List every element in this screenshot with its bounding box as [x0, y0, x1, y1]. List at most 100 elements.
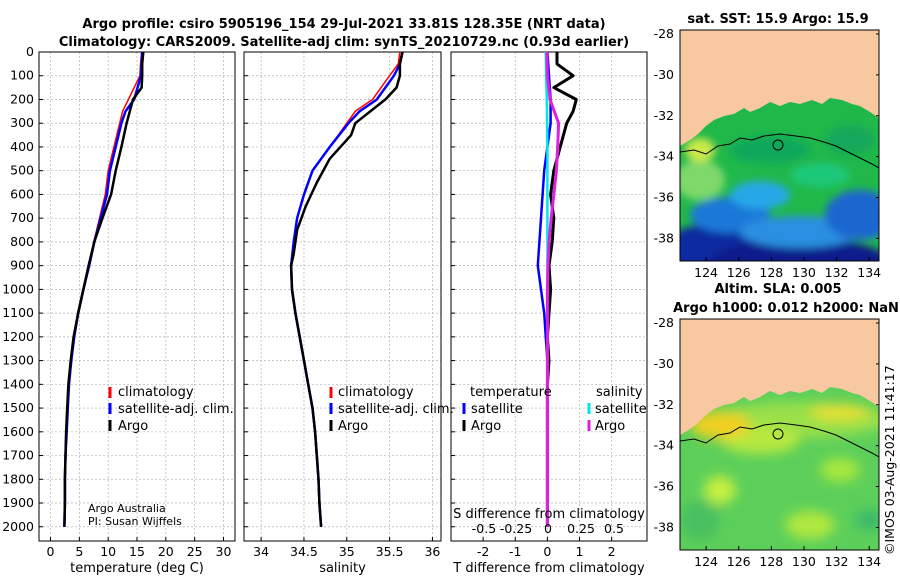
temperature-legend: climatology satellite-adj. clim. Argo — [108, 385, 234, 434]
sla-map — [680, 319, 879, 550]
x-tick-label: 0 — [543, 544, 551, 559]
difference-legend: temperature salinity satellite Argo sate… — [462, 385, 647, 434]
depth-tick-label: 1800 — [2, 471, 34, 486]
depth-tick-label: 1900 — [2, 495, 34, 510]
sal-argo-diff-line — [545, 51, 561, 527]
x-tick-label: 15 — [129, 544, 145, 559]
s-difference-axis-label: S difference from climatology — [453, 507, 645, 522]
lon-tick-label: 134 — [857, 554, 881, 569]
lat-tick-label: -38 — [654, 230, 674, 245]
depth-tick-label: 1200 — [2, 329, 34, 344]
sal-legend-argo-label: Argo — [338, 419, 368, 434]
sal-legend-climatology-label: climatology — [338, 385, 414, 400]
difference-panel: -2 -1 0 1 2 T difference from climatology — [450, 51, 648, 576]
x-tick-label: 0 — [47, 544, 55, 559]
lon-tick-label: 126 — [727, 265, 751, 280]
depth-tick-label: 100 — [10, 68, 34, 83]
lon-tick-label: 124 — [694, 265, 718, 280]
depth-tick-label: 900 — [10, 258, 34, 273]
depth-tick-label: 1500 — [2, 400, 34, 415]
lat-tick-label: -32 — [654, 108, 674, 123]
legend-climatology-label: climatology — [118, 385, 194, 400]
lon-tick-label: 134 — [857, 265, 881, 280]
imos-timestamp: ©IMOS 03-Aug-2021 11:41:17 — [882, 365, 897, 555]
depth-tick-label: 800 — [10, 234, 34, 249]
plot-frame — [450, 51, 648, 542]
depth-tick-label: 0 — [26, 44, 34, 59]
diff-legend-temp-satellite-label: satellite — [471, 402, 523, 417]
sla-float-marker — [772, 428, 784, 440]
x-tick-label: 1 — [576, 544, 584, 559]
depth-tick-label: 600 — [10, 186, 34, 201]
sla-map-frame — [679, 318, 880, 551]
s-difference-ticks: -0.5 -0.25 0 0.25 0.5 — [472, 521, 624, 536]
x-tick-label: 35 — [339, 544, 355, 559]
lon-tick-label: 130 — [792, 554, 816, 569]
x-tick-label: 35.5 — [376, 544, 404, 559]
plot-frame — [243, 51, 442, 542]
lat-tick-label: -36 — [654, 479, 674, 494]
x-tick-label: 36 — [424, 544, 440, 559]
credit-line1: Argo Australia — [88, 502, 166, 515]
credit-line2: PI: Susan Wijffels — [88, 515, 182, 528]
map-axis-labels: -28 -30 -32 -34 -36 -38 124 126 128 130 132 134 -28 -… — [654, 26, 882, 569]
x-tick-label: 20 — [158, 544, 174, 559]
diff-legend-temperature-heading: temperature — [470, 385, 552, 400]
x-axis-label: salinity — [319, 561, 366, 576]
sst-float-marker — [772, 139, 784, 151]
legend-argo-label: Argo — [118, 419, 148, 434]
lat-tick-label: -34 — [654, 149, 674, 164]
sst-contour — [680, 133, 879, 169]
x-tick-label: 34.5 — [290, 544, 318, 559]
depth-tick-label: 1400 — [2, 376, 34, 391]
s-tick: 0.5 — [604, 521, 624, 536]
temperature-panel: 0 5 10 15 20 25 30 temperature (deg C) — [38, 51, 236, 576]
diff-legend-sal-satellite-label: satellite — [595, 402, 647, 417]
main-title-line1: Argo profile: csiro 5905196_154 29-Jul-2… — [82, 17, 605, 32]
diff-legend-temp-argo-label: Argo — [471, 419, 501, 434]
sla-contour — [680, 422, 879, 458]
lon-tick-label: 132 — [825, 265, 849, 280]
depth-tick-label: 200 — [10, 91, 34, 106]
main-title-line2: Climatology: CARS2009. Satellite-adj cli… — [59, 35, 629, 50]
depth-tick-label: 700 — [10, 210, 34, 225]
lon-tick-label: 128 — [759, 265, 783, 280]
lat-tick-label: -38 — [654, 519, 674, 534]
diff-legend-salinity-heading: salinity — [596, 385, 643, 400]
sst-map-frame — [679, 29, 880, 262]
lat-tick-label: -34 — [654, 438, 674, 453]
lon-tick-label: 124 — [694, 554, 718, 569]
x-tick-label: 34 — [253, 544, 269, 559]
lat-tick-label: -30 — [654, 67, 674, 82]
lon-tick-label: 128 — [759, 554, 783, 569]
s-tick: -0.25 — [500, 521, 532, 536]
depth-axis-labels: 0 100 200 300 400 500 600 700 800 900 1000 1100 1200… — [2, 44, 34, 534]
plot-frame — [38, 51, 236, 542]
depth-tick-label: 1100 — [2, 305, 34, 320]
depth-tick-label: 1600 — [2, 424, 34, 439]
depth-tick-label: 500 — [10, 163, 34, 178]
argo-line — [63, 51, 145, 527]
legend-satellite-label: satellite-adj. clim. — [118, 402, 234, 417]
x-tick-label: 2 — [608, 544, 616, 559]
lat-tick-label: -36 — [654, 190, 674, 205]
salinity-legend: climatology satellite-adj. clim. Argo — [329, 385, 454, 434]
sal-legend-satellite-label: satellite-adj. clim. — [338, 402, 454, 417]
sla-map-title-line1: Altim. SLA: 0.005 — [715, 282, 842, 297]
x-tick-label: 25 — [187, 544, 203, 559]
sst-map — [680, 30, 879, 261]
x-tick-label: -2 — [477, 544, 489, 559]
salinity-panel: 34 34.5 35 35.5 36 salinity — [243, 51, 442, 576]
x-tick-label: 10 — [100, 544, 116, 559]
depth-tick-label: 1700 — [2, 448, 34, 463]
sla-map-title-line2: Argo h1000: 0.012 h2000: NaN — [673, 301, 899, 316]
lat-tick-label: -28 — [654, 315, 674, 330]
depth-tick-label: 1300 — [2, 353, 34, 368]
sla-land — [680, 319, 879, 435]
x-tick-label: -1 — [509, 544, 521, 559]
s-tick: 0.25 — [567, 521, 595, 536]
s-tick: -0.5 — [472, 521, 496, 536]
argo-line — [289, 51, 404, 527]
lon-tick-label: 130 — [792, 265, 816, 280]
